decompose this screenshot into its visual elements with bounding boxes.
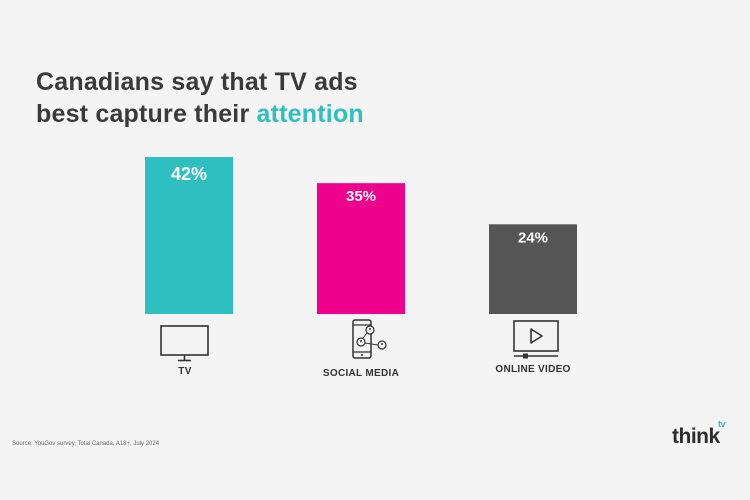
data-label-social-media: 35%: [346, 188, 376, 205]
data-label-online-video: 24%: [518, 229, 548, 246]
title-line-2-prefix: best capture their: [36, 100, 257, 128]
title-highlight: attention: [256, 100, 364, 128]
source-note: Source: YouGov survey, Total Canada, A18…: [12, 441, 160, 447]
video-player-icon: [513, 320, 559, 359]
logo-text: think: [672, 425, 720, 448]
category-label-online-video: ONLINE VIDEO: [495, 364, 571, 375]
bar-social-media: [317, 183, 405, 314]
bar-online-video: [489, 224, 577, 314]
chart-title: Canadians say that TV ads best capture t…: [36, 66, 556, 130]
tv-icon: [160, 325, 209, 362]
title-line-1: Canadians say that TV ads: [36, 68, 358, 96]
thinktv-logo[interactable]: think tv: [672, 419, 726, 449]
logo-superscript: tv: [718, 419, 726, 429]
data-label-tv: 42%: [171, 164, 207, 184]
bar-tv: [145, 157, 233, 314]
category-label-tv: TV: [178, 366, 192, 377]
smartphone-social-icon: [352, 319, 387, 359]
title-line-2: best capture their attention: [36, 98, 556, 130]
category-label-social-media: SOCIAL MEDIA: [322, 368, 400, 379]
